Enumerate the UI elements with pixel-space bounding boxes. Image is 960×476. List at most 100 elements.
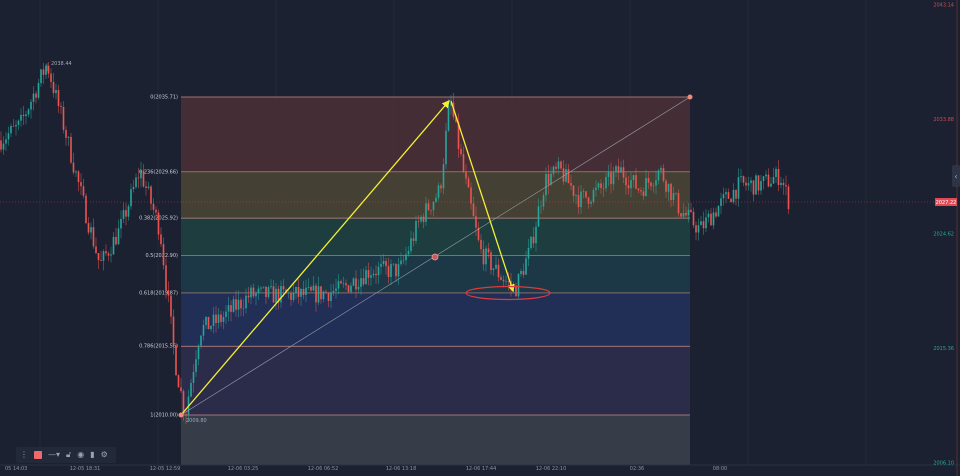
candle [105, 251, 107, 254]
arrow-down-leg[interactable] [450, 100, 515, 293]
candle [5, 139, 7, 144]
x-axis-label: 12-06 06:52 [308, 466, 339, 472]
candle [307, 286, 310, 288]
candle [727, 192, 730, 199]
anchor-handle[interactable] [687, 94, 693, 100]
candle [620, 167, 622, 173]
candle [45, 65, 47, 75]
candle [337, 281, 340, 289]
candle [785, 185, 787, 187]
candle [340, 281, 342, 284]
candle [495, 264, 497, 269]
candle [162, 244, 165, 266]
candle [360, 278, 362, 287]
candle [165, 265, 167, 291]
candle [322, 291, 325, 300]
candle [390, 264, 392, 277]
candle [770, 183, 772, 187]
candle [22, 114, 25, 117]
candle [685, 212, 687, 216]
candle [57, 89, 60, 107]
candle [255, 293, 257, 297]
candle [547, 173, 550, 185]
candle [637, 188, 640, 191]
line-style-icon[interactable]: —▾ [48, 450, 61, 459]
candle [92, 227, 95, 247]
candle [272, 286, 275, 303]
candle [90, 227, 92, 233]
candle [17, 120, 20, 125]
candle [677, 193, 680, 214]
candle [485, 248, 487, 265]
settings-icon[interactable]: ⚙ [100, 450, 108, 459]
candle [550, 173, 552, 185]
fib-level-label: 0.786(2015.56) [139, 344, 178, 350]
unlock-icon[interactable]: 🔓︎ [66, 450, 72, 459]
candle [145, 186, 147, 188]
candle [215, 314, 217, 323]
candle [660, 168, 662, 171]
candle [680, 213, 682, 217]
candle [707, 213, 710, 218]
drag-handle-icon[interactable]: ⋮ [20, 450, 28, 459]
candle [667, 183, 670, 192]
x-axis-label: 12-05 18:31 [70, 466, 101, 472]
x-axis-label: 05 14:03 [5, 466, 27, 472]
candle [235, 299, 237, 310]
candle [587, 197, 590, 204]
drawing-toolbar: ⋮ —▾ 🔓︎ ◉ ▮ ⚙ [16, 447, 116, 463]
candle [85, 195, 87, 224]
x-axis-label: 12-06 03:25 [228, 466, 259, 472]
candle [650, 182, 652, 187]
candle [712, 212, 715, 226]
eye-icon[interactable]: ◉ [77, 450, 85, 459]
fib-zone [181, 171, 690, 219]
candle [177, 375, 180, 388]
candle [555, 166, 557, 169]
candle [210, 325, 212, 330]
anchor-handle[interactable] [178, 412, 184, 418]
candle [37, 83, 40, 98]
candle [140, 170, 142, 179]
candle [462, 154, 465, 172]
candle [295, 286, 297, 293]
candle [35, 93, 37, 98]
candle [70, 136, 72, 163]
candle [80, 182, 82, 187]
candle [565, 169, 567, 182]
candle [405, 254, 407, 261]
candle [0, 140, 2, 150]
candle [705, 217, 707, 229]
candle [457, 121, 460, 149]
candle [395, 263, 397, 277]
arrow-up-leg[interactable] [180, 100, 450, 416]
candle [275, 288, 277, 303]
candle [240, 299, 242, 309]
collapse-panel-button[interactable] [952, 165, 960, 187]
candle [222, 316, 225, 322]
fib-zone [181, 415, 690, 465]
candle [515, 285, 517, 297]
candle [325, 291, 327, 293]
candle [155, 209, 157, 213]
candle [525, 258, 527, 275]
candle [690, 209, 692, 212]
candle [742, 176, 745, 183]
fib-zone [181, 97, 690, 172]
current-price-label: 2027.22 [936, 200, 957, 206]
low-label: 2009.80 [186, 418, 207, 424]
color-swatch-button[interactable] [34, 451, 42, 459]
candle [252, 287, 255, 297]
candle [132, 186, 135, 190]
fib-zone [181, 218, 690, 256]
midpoint-handle[interactable] [431, 253, 439, 261]
candle [432, 201, 435, 211]
candle [382, 260, 385, 264]
trash-icon[interactable]: ▮ [90, 450, 95, 459]
candle [502, 279, 505, 282]
highlight-ellipse[interactable] [465, 285, 551, 301]
candle [475, 216, 477, 228]
candle [760, 181, 762, 191]
candle [615, 166, 617, 173]
